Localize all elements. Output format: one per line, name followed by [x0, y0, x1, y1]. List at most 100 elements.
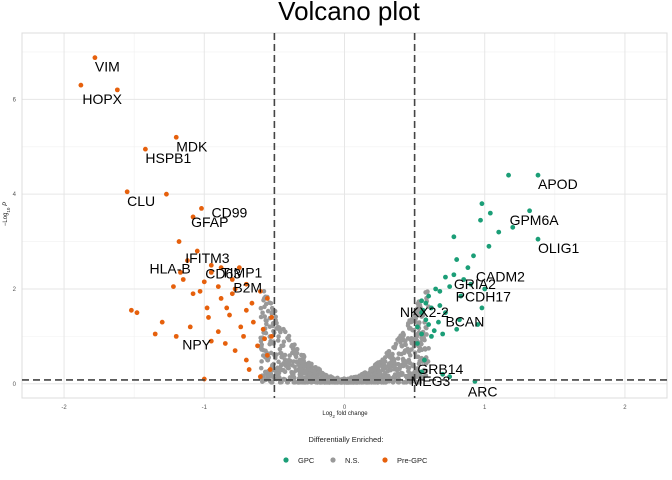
ns-point: [372, 362, 378, 368]
point-pre-gpc: [243, 307, 249, 313]
point-pre-gpc: [185, 258, 190, 263]
axis-ticks: -2 -1 0 1 2 0 2 4 6: [13, 97, 628, 411]
ns-point: [421, 374, 426, 379]
ns-point: [279, 343, 285, 349]
significant-points: [78, 55, 541, 384]
ns-point: [315, 375, 321, 381]
gene-label: BCAN: [445, 314, 484, 330]
ns-point: [406, 350, 412, 355]
point-pre-gpc: [269, 315, 274, 320]
gene-label: CLU: [127, 193, 155, 209]
point-pre-gpc: [224, 305, 230, 311]
point-pre-gpc: [178, 269, 183, 275]
ns-point: [277, 368, 282, 373]
point-gpc: [415, 341, 420, 346]
point-pre-gpc: [206, 315, 211, 320]
point-pre-gpc: [114, 87, 120, 93]
ns-point: [262, 314, 268, 319]
ns-point: [297, 374, 303, 380]
ns-point: [300, 380, 305, 385]
y-tick-label: 0: [13, 382, 17, 388]
point-pre-gpc: [260, 326, 266, 332]
ns-point: [268, 350, 274, 356]
ns-point: [395, 356, 401, 361]
gene-label: HOPX: [82, 91, 122, 107]
point-gpc: [468, 281, 474, 287]
ns-point: [302, 363, 307, 369]
ns-point: [276, 334, 281, 339]
point-pre-gpc: [142, 146, 148, 152]
gene-label: HSPB1: [145, 150, 191, 166]
ns-point: [382, 380, 388, 385]
ns-point: [391, 374, 397, 380]
point-pre-gpc: [246, 367, 252, 372]
point-pre-gpc: [124, 189, 130, 195]
ns-point: [425, 289, 430, 294]
ns-point: [258, 335, 263, 341]
ns-point: [350, 380, 355, 385]
point-gpc: [443, 274, 448, 280]
ns-point: [286, 358, 292, 364]
x-tick-label: 2: [623, 405, 627, 411]
point-pre-gpc: [201, 279, 207, 285]
ns-point: [258, 314, 264, 320]
ns-point: [409, 347, 414, 352]
point-pre-gpc: [243, 281, 249, 287]
point-gpc: [447, 284, 453, 290]
legend-label: N.S.: [345, 456, 360, 465]
point-gpc: [454, 326, 460, 332]
ns-point: [277, 327, 282, 333]
gene-label: B2M: [233, 279, 262, 295]
point-gpc: [487, 210, 493, 216]
point-pre-gpc: [241, 333, 246, 339]
point-gpc: [420, 307, 426, 313]
ns-point: [415, 354, 421, 360]
ns-point: [306, 361, 312, 367]
point-pre-gpc: [194, 248, 200, 254]
point-gpc: [419, 331, 425, 337]
point-pre-gpc: [187, 324, 193, 330]
chart-title: Volcano plot: [278, 0, 420, 26]
ns-point: [323, 372, 328, 378]
point-gpc: [535, 172, 541, 178]
point-pre-gpc: [128, 307, 134, 313]
ns-point: [423, 325, 429, 330]
ns-point: [267, 341, 273, 347]
ns-point: [325, 380, 330, 385]
gene-label: ARC: [468, 383, 498, 399]
point-pre-gpc: [249, 300, 255, 306]
grid: [21, 32, 668, 399]
gene-label: NPY: [182, 336, 211, 352]
point-pre-gpc: [208, 269, 214, 275]
ns-point: [282, 352, 288, 358]
point-pre-gpc: [250, 319, 256, 325]
y-tick-label: 6: [13, 97, 17, 103]
point-gpc: [437, 288, 443, 294]
ns-point: [391, 345, 396, 350]
point-pre-gpc: [232, 348, 238, 353]
point-gpc: [458, 293, 464, 299]
ns-point: [258, 365, 264, 371]
point-pre-gpc: [238, 324, 244, 330]
ns-point: [395, 373, 401, 378]
ns-point: [396, 351, 402, 357]
ns-point: [376, 360, 381, 365]
point-pre-gpc: [222, 341, 228, 346]
point-pre-gpc: [215, 284, 221, 290]
gene-label: IFITM3: [185, 250, 230, 266]
ns-point: [274, 352, 279, 357]
point-gpc: [415, 324, 420, 330]
ns-point: [263, 318, 269, 323]
ns-point: [290, 345, 296, 350]
point-pre-gpc: [134, 310, 140, 316]
ns-point: [417, 302, 423, 308]
point-gpc: [482, 286, 488, 292]
point-gpc: [527, 208, 532, 214]
point-pre-gpc: [173, 134, 179, 140]
point-pre-gpc: [227, 312, 232, 318]
ns-point: [405, 323, 411, 328]
point-pre-gpc: [190, 214, 196, 220]
ns-point: [297, 357, 303, 363]
y-tick-label: 4: [13, 192, 17, 198]
